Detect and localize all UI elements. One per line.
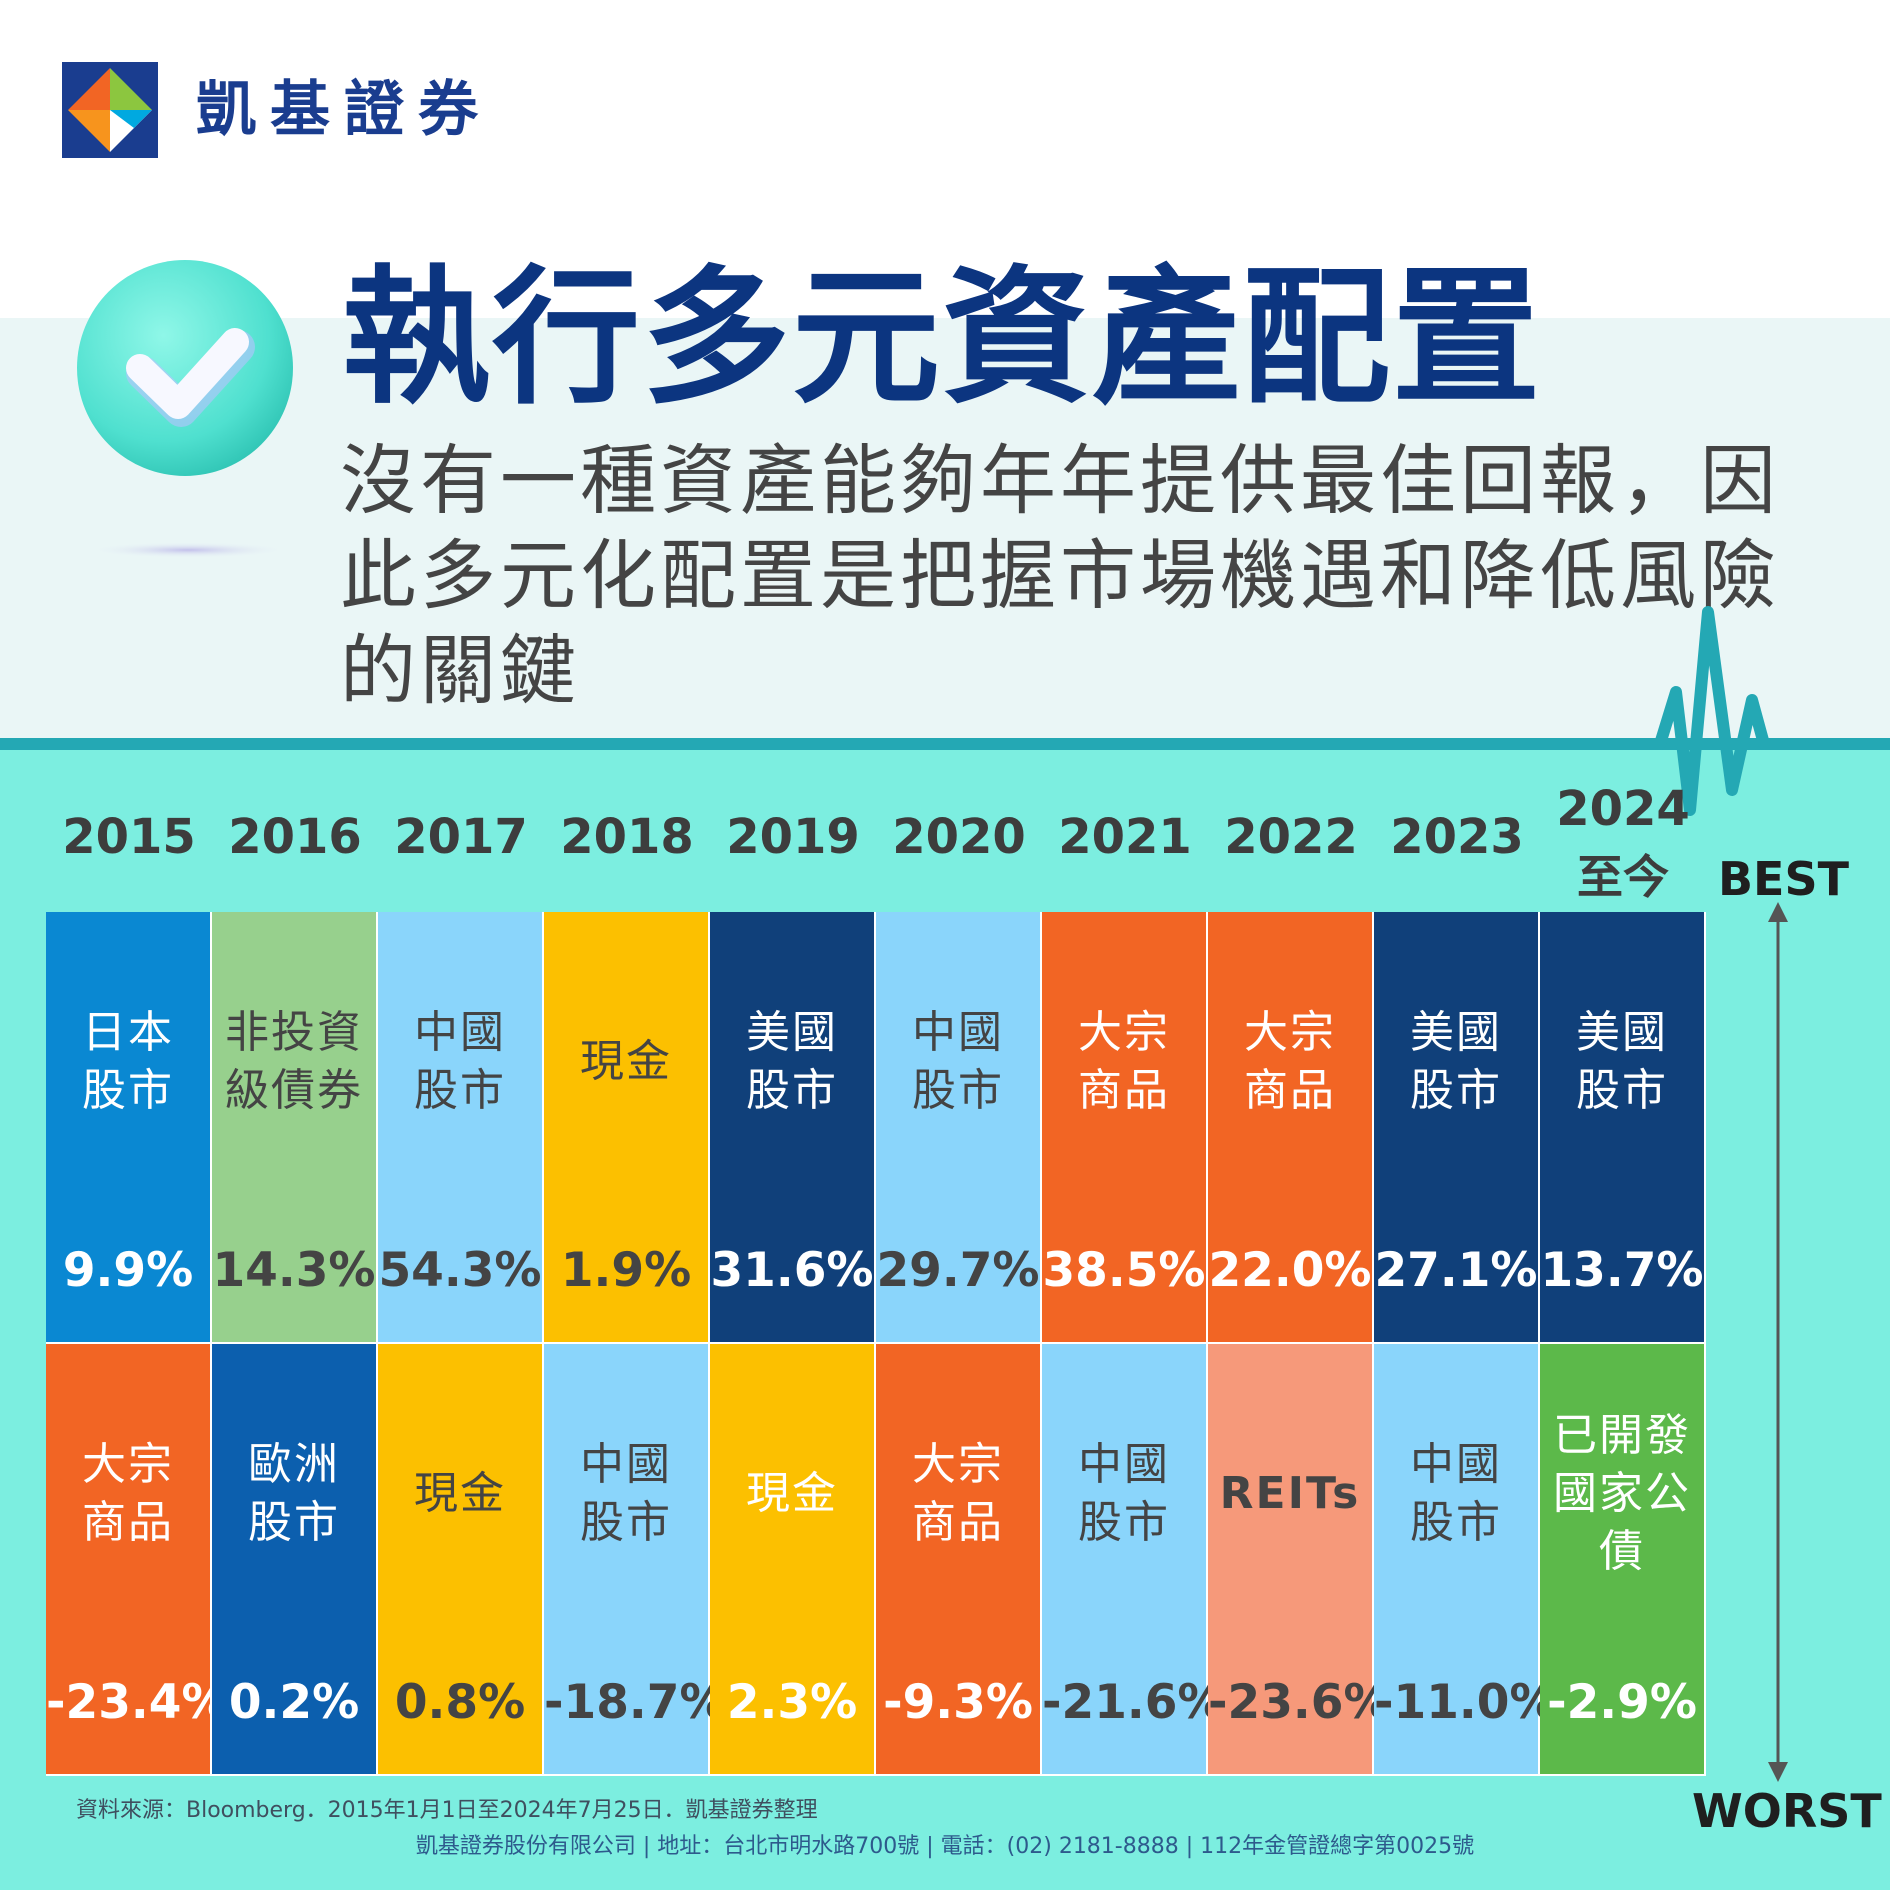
return-value: -18.7% bbox=[544, 1675, 727, 1730]
worst-asset-cell: 中國 股市 -18.7% bbox=[544, 1344, 727, 1776]
worst-asset-cell: 現金 2.3% bbox=[710, 1344, 876, 1776]
return-value: -2.9% bbox=[1547, 1675, 1697, 1730]
check-circle-icon bbox=[70, 250, 320, 560]
best-asset-cell: 現金 1.9% bbox=[544, 912, 710, 1344]
brand-name: 凱基證券 bbox=[196, 75, 492, 145]
best-asset-cell: 中國 股市 54.3% bbox=[378, 912, 544, 1344]
asset-name: 現金 bbox=[746, 1468, 838, 1519]
asset-name: 中國 股市 bbox=[414, 1007, 506, 1116]
year-label: 2020 bbox=[892, 809, 1026, 865]
worst-asset-cell: 中國 股市 -11.0% bbox=[1374, 1344, 1557, 1776]
return-value: -21.6% bbox=[1042, 1675, 1225, 1730]
year-label: 2023 bbox=[1390, 809, 1524, 865]
year-label: 2022 bbox=[1224, 809, 1358, 865]
best-asset-cell: 日本 股市 9.9% bbox=[46, 912, 212, 1344]
year-sublabel: 至今 bbox=[1577, 850, 1669, 904]
return-value: -9.3% bbox=[883, 1675, 1033, 1730]
kgi-logo-icon bbox=[62, 62, 158, 158]
return-value: 27.1% bbox=[1374, 1243, 1538, 1298]
return-value: -11.0% bbox=[1374, 1675, 1557, 1730]
asset-name: 中國 股市 bbox=[1078, 1439, 1170, 1548]
return-value: 9.9% bbox=[62, 1243, 194, 1298]
source-note: 資料來源：Bloomberg．2015年1月1日至2024年7月25日．凱基證券… bbox=[76, 1798, 818, 1823]
worst-asset-cell: 中國 股市 -21.6% bbox=[1042, 1344, 1225, 1776]
asset-name: 大宗 商品 bbox=[1078, 1007, 1170, 1116]
best-asset-cell: 中國 股市 29.7% bbox=[876, 912, 1042, 1344]
asset-name: 日本 股市 bbox=[82, 1007, 174, 1116]
asset-name: 美國 股市 bbox=[1410, 1007, 1502, 1116]
best-asset-cell: 美國 股市 27.1% bbox=[1374, 912, 1540, 1344]
return-value: 29.7% bbox=[876, 1243, 1040, 1298]
year-label: 2024 bbox=[1556, 781, 1690, 837]
year-label: 2019 bbox=[726, 809, 860, 865]
year-label: 2015 bbox=[62, 809, 196, 865]
return-value: 13.7% bbox=[1540, 1243, 1704, 1298]
return-value: 0.8% bbox=[394, 1675, 526, 1730]
asset-name: 現金 bbox=[580, 1036, 672, 1087]
asset-name: 已開發 國家公 債 bbox=[1553, 1410, 1691, 1577]
return-value: 22.0% bbox=[1208, 1243, 1372, 1298]
asset-name: 大宗 商品 bbox=[912, 1439, 1004, 1548]
page-subtitle: 沒有一種資產能夠年年提供最佳回報，因此多元化配置是把握市場機遇和降低風險的關鍵 bbox=[340, 436, 1780, 715]
asset-name: 非投資 級債券 bbox=[225, 1007, 363, 1116]
asset-name: 中國 股市 bbox=[1410, 1439, 1502, 1548]
band-divider bbox=[0, 738, 1890, 750]
year-label: 2018 bbox=[560, 809, 694, 865]
worst-asset-cell: 大宗 商品 -9.3% bbox=[876, 1344, 1042, 1776]
return-value: -23.6% bbox=[1208, 1675, 1391, 1730]
worst-label: WORST bbox=[1692, 1784, 1882, 1838]
best-asset-cell: 大宗 商品 38.5% bbox=[1042, 912, 1208, 1344]
best-asset-cell: 美國 股市 13.7% bbox=[1540, 912, 1706, 1344]
best-asset-cell: 非投資 級債券 14.3% bbox=[212, 912, 378, 1344]
asset-name: 大宗 商品 bbox=[82, 1439, 174, 1548]
worst-asset-cell: REITs -23.6% bbox=[1208, 1344, 1391, 1776]
subtitle-band bbox=[0, 318, 1890, 738]
asset-name: 中國 股市 bbox=[580, 1439, 672, 1548]
worst-asset-cell: 已開發 國家公 債 -2.9% bbox=[1540, 1344, 1706, 1776]
worst-asset-cell: 現金 0.8% bbox=[378, 1344, 544, 1776]
page-title: 執行多元資產配置 bbox=[342, 252, 1542, 424]
footer-disclaimer: 凱基證券股份有限公司 | 地址：台北市明水路700號 | 電話：(02) 218… bbox=[415, 1834, 1475, 1859]
return-value: 31.6% bbox=[710, 1243, 874, 1298]
return-value: -23.4% bbox=[46, 1675, 229, 1730]
best-asset-cell: 大宗 商品 22.0% bbox=[1208, 912, 1374, 1344]
asset-name: 歐洲 股市 bbox=[248, 1439, 340, 1548]
return-value: 54.3% bbox=[378, 1243, 542, 1298]
best-label: BEST bbox=[1718, 852, 1849, 906]
asset-name: 美國 股市 bbox=[746, 1007, 838, 1116]
worst-asset-cell: 歐洲 股市 0.2% bbox=[212, 1344, 378, 1776]
best-asset-cell: 美國 股市 31.6% bbox=[710, 912, 876, 1344]
asset-name: 中國 股市 bbox=[912, 1007, 1004, 1116]
worst-asset-cell: 大宗 商品 -23.4% bbox=[46, 1344, 229, 1776]
asset-name: 現金 bbox=[414, 1468, 506, 1519]
return-value: 2.3% bbox=[726, 1675, 858, 1730]
year-label: 2017 bbox=[394, 809, 528, 865]
return-value: 14.3% bbox=[212, 1243, 376, 1298]
asset-name: 大宗 商品 bbox=[1244, 1007, 1336, 1116]
year-label: 2021 bbox=[1058, 809, 1192, 865]
asset-name: REITs bbox=[1219, 1468, 1361, 1519]
return-value: 0.2% bbox=[228, 1675, 360, 1730]
asset-name: 美國 股市 bbox=[1576, 1007, 1668, 1116]
return-value: 38.5% bbox=[1042, 1243, 1206, 1298]
heartbeat-line-icon bbox=[1634, 606, 1806, 816]
double-arrow-icon bbox=[1768, 902, 1788, 1782]
return-value: 1.9% bbox=[560, 1243, 692, 1298]
year-label: 2016 bbox=[228, 809, 362, 865]
